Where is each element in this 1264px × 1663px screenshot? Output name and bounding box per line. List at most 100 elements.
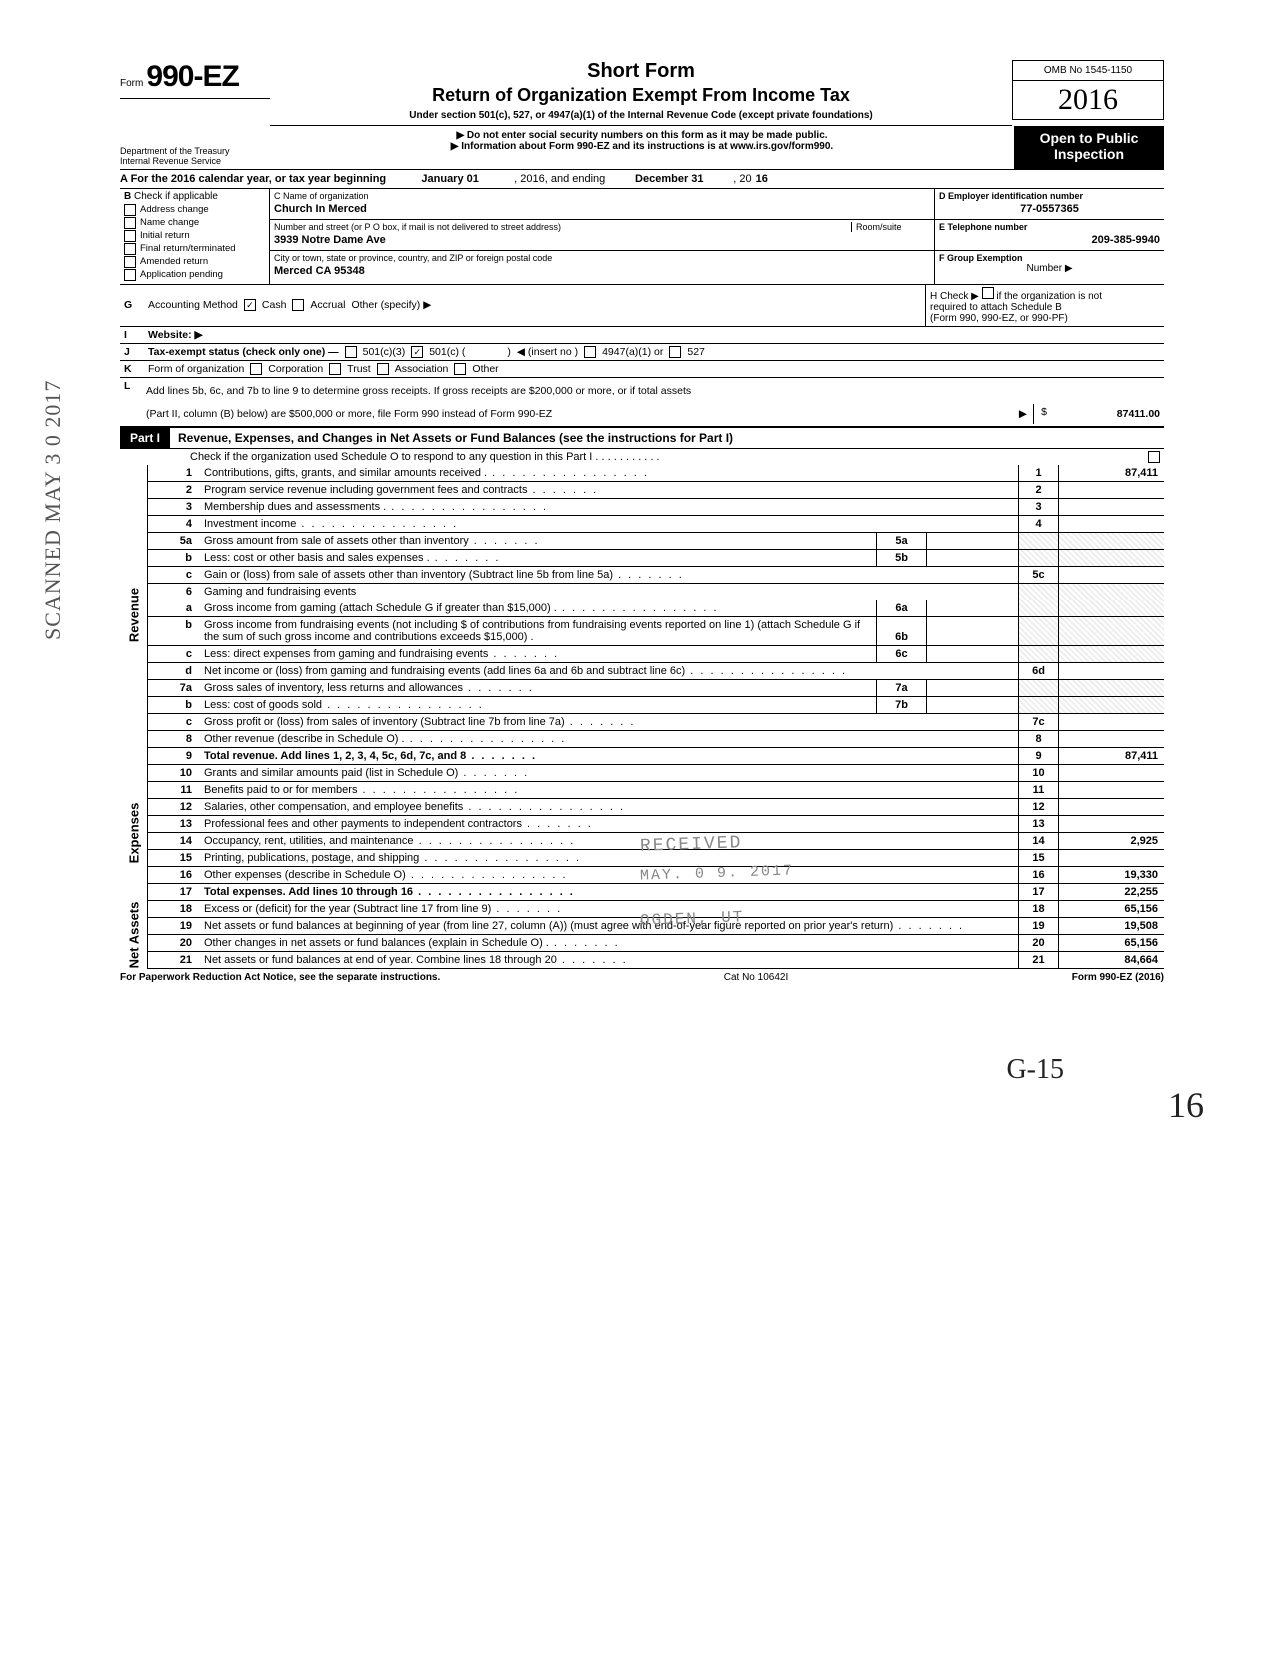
- chk-amended[interactable]: [124, 256, 136, 268]
- l13-n: 13: [148, 816, 200, 833]
- chk-initial-return[interactable]: [124, 230, 136, 242]
- chk-other-org[interactable]: [454, 363, 466, 375]
- l16-rn: 16: [1018, 867, 1058, 884]
- header: Form 990-EZ Short Form Return of Organiz…: [120, 60, 1164, 126]
- l8-n: 8: [148, 731, 200, 748]
- l4-rv: [1058, 516, 1164, 533]
- l6c-sv: [926, 646, 1018, 663]
- h-txt4: (Form 990, 990-EZ, or 990-PF): [930, 313, 1068, 324]
- l-txt2: (Part II, column (B) below) are $500,000…: [124, 408, 552, 420]
- b-lead: B: [124, 191, 131, 202]
- l11-n: 11: [148, 782, 200, 799]
- chk-501c3[interactable]: [345, 346, 357, 358]
- l-sym: $: [1033, 404, 1054, 424]
- chk-name-change[interactable]: [124, 217, 136, 229]
- l18-d: Excess or (deficit) for the year (Subtra…: [200, 901, 1018, 918]
- l14-rv: 2,925: [1058, 833, 1164, 850]
- l9-rv: 87,411: [1058, 748, 1164, 765]
- l19-d: Net assets or fund balances at beginning…: [200, 918, 1018, 935]
- l6b-d: Gross income from fundraising events (no…: [200, 617, 876, 646]
- chk-4947[interactable]: [584, 346, 596, 358]
- g-other: Other (specify) ▶: [351, 299, 431, 311]
- part1-label: Part I: [120, 428, 170, 448]
- chk-final-return[interactable]: [124, 243, 136, 255]
- chk-h[interactable]: [982, 287, 994, 299]
- line-a-prefix: A For the 2016 calendar year, or tax yea…: [120, 173, 386, 185]
- l2-rn: 2: [1018, 482, 1058, 499]
- part1-sub: Check if the organization used Schedule …: [190, 451, 660, 463]
- l6b-rn: [1018, 617, 1058, 646]
- l18-n: 18: [148, 901, 200, 918]
- l5a-sn: 5a: [876, 533, 926, 550]
- l5b-rv: [1058, 550, 1164, 567]
- omb-number: OMB No 1545-1150: [1013, 61, 1163, 81]
- chk-accrual[interactable]: [292, 299, 304, 311]
- l12-rn: 12: [1018, 799, 1058, 816]
- l7a-rv: [1058, 680, 1164, 697]
- l7c-d: Gross profit or (loss) from sales of inv…: [200, 714, 1018, 731]
- h-txt: H Check ▶: [930, 291, 979, 302]
- j-opt2a: 4947(a)(1) or: [602, 346, 663, 358]
- h-txt2: if the organization is not: [996, 291, 1102, 302]
- l19-rn: 19: [1018, 918, 1058, 935]
- l3-rn: 3: [1018, 499, 1058, 516]
- l7c-n: c: [148, 714, 200, 731]
- dept-line1: Department of the Treasury: [120, 146, 270, 156]
- l7b-rn: [1018, 697, 1058, 714]
- l10-rv: [1058, 765, 1164, 782]
- l6a-sv: [926, 600, 1018, 617]
- l6c-rv: [1058, 646, 1164, 663]
- l2-d: Program service revenue including govern…: [200, 482, 1018, 499]
- dept-cell: Department of the Treasury Internal Reve…: [120, 126, 270, 170]
- vtab-revenue: Revenue: [120, 465, 148, 765]
- i-txt: Website: ▶: [148, 329, 203, 341]
- l5b-d: Less: cost or other basis and sales expe…: [200, 550, 876, 567]
- l1-n: 1: [148, 465, 200, 482]
- l16-n: 16: [148, 867, 200, 884]
- l8-rv: [1058, 731, 1164, 748]
- l16-rv: 19,330: [1058, 867, 1164, 884]
- l12-rv: [1058, 799, 1164, 816]
- b-item1: Name change: [140, 217, 199, 228]
- line-a-begin: January 01: [390, 173, 510, 185]
- line-a-yrlbl: , 20: [733, 173, 751, 185]
- row-g: G Accounting Method ✓Cash Accrual Other …: [120, 285, 926, 327]
- l17-rn: 17: [1018, 884, 1058, 901]
- row-l: L Add lines 5b, 6c, and 7b to line 9 to …: [120, 378, 1164, 427]
- l3-n: 3: [148, 499, 200, 516]
- chk-cash[interactable]: ✓: [244, 299, 256, 311]
- l13-d: Professional fees and other payments to …: [200, 816, 1018, 833]
- chk-corp[interactable]: [250, 363, 262, 375]
- chk-527[interactable]: [669, 346, 681, 358]
- stamp-ogden: OGDEN, UT: [640, 908, 745, 930]
- l7a-sn: 7a: [876, 680, 926, 697]
- form-number: 990-EZ: [146, 60, 238, 93]
- l6a-sn: 6a: [876, 600, 926, 617]
- l17-n: 17: [148, 884, 200, 901]
- l12-d: Salaries, other compensation, and employ…: [200, 799, 1018, 816]
- l19-rv: 19,508: [1058, 918, 1164, 935]
- c-city-lbl: City or town, state or province, country…: [274, 253, 930, 263]
- l-arrow: ▶: [1019, 408, 1027, 420]
- c-name-sub: C Name of organization Church In Merced: [270, 189, 934, 220]
- chk-sched-o[interactable]: [1148, 451, 1160, 463]
- chk-501c[interactable]: ✓: [411, 346, 423, 358]
- chk-trust[interactable]: [329, 363, 341, 375]
- j-opt2b: 527: [687, 346, 705, 358]
- l6a-d: Gross income from gaming (attach Schedul…: [200, 600, 876, 617]
- open-line2: Inspection: [1014, 146, 1164, 162]
- l7b-sv: [926, 697, 1018, 714]
- g-opt1: Accrual: [310, 299, 345, 311]
- l4-rn: 4: [1018, 516, 1058, 533]
- open-line1: Open to Public: [1014, 130, 1164, 146]
- chk-assoc[interactable]: [377, 363, 389, 375]
- l6d-n: d: [148, 663, 200, 680]
- l15-n: 15: [148, 850, 200, 867]
- chk-address-change[interactable]: [124, 204, 136, 216]
- chk-app-pending[interactable]: [124, 269, 136, 281]
- l8-rn: 8: [1018, 731, 1058, 748]
- l16-d: Other expenses (describe in Schedule O): [200, 867, 1018, 884]
- omb-year-box: OMB No 1545-1150 2016: [1012, 60, 1164, 120]
- f-lbl: F Group Exemption: [939, 253, 1160, 263]
- l6b-n: b: [148, 617, 200, 646]
